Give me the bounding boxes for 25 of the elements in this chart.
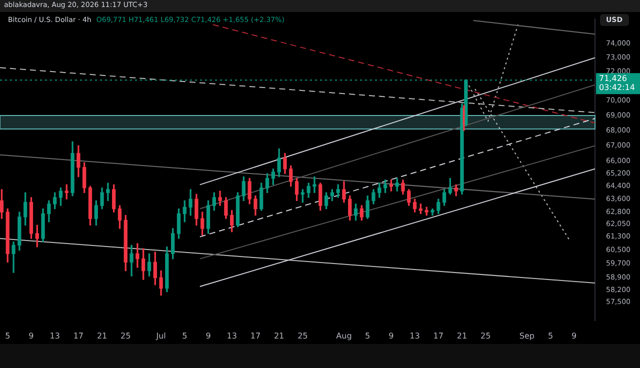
x-tick-label: 13 bbox=[226, 331, 237, 340]
x-tick-label: Sep bbox=[519, 331, 534, 340]
x-tick-label: 5 bbox=[5, 331, 10, 340]
x-tick-label: 21 bbox=[274, 331, 284, 340]
x-tick-label: 13 bbox=[410, 331, 420, 340]
x-tick-label: 9 bbox=[388, 331, 394, 340]
x-tick-label: 9 bbox=[28, 331, 34, 340]
x-tick-label: 5 bbox=[365, 331, 370, 340]
x-tick-label: Aug bbox=[336, 331, 352, 340]
text: 03:42:14 bbox=[599, 83, 635, 92]
x-tick-label: 17 bbox=[250, 331, 261, 340]
x-tick-label: 21 bbox=[456, 331, 468, 340]
x-tick-label: 21 bbox=[96, 331, 108, 340]
x-tick-label: Jul bbox=[155, 331, 166, 340]
x-tick-label: 9 bbox=[206, 331, 211, 340]
x-tick-label: 25 bbox=[298, 331, 308, 340]
x-tick-label: 5 bbox=[182, 331, 188, 340]
x-tick-label: 17 bbox=[73, 331, 84, 340]
x-tick-label: 5 bbox=[548, 331, 554, 340]
x-tick-label: 25 bbox=[480, 331, 491, 340]
ref-line-label: 71,426 bbox=[599, 74, 627, 84]
x-tick-label: 25 bbox=[120, 331, 131, 340]
x-tick-label: 17 bbox=[433, 331, 444, 340]
x-tick-label: 9 bbox=[572, 331, 577, 340]
x-tick-label: 13 bbox=[50, 331, 60, 340]
